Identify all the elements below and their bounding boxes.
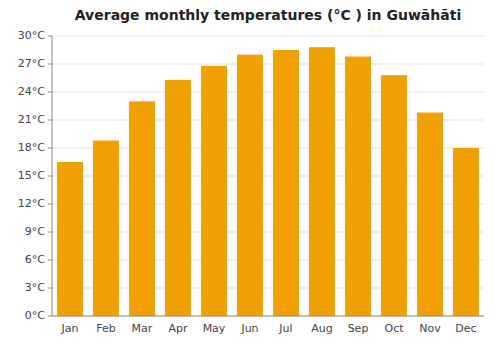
category-label: Feb <box>96 322 115 335</box>
x-axis-line <box>52 316 484 317</box>
category-label: Sep <box>348 322 369 335</box>
category-label: Jul <box>278 322 292 335</box>
bar <box>237 55 263 316</box>
grid <box>52 36 484 316</box>
category-label: Mar <box>132 322 153 335</box>
tick-mark <box>48 176 52 177</box>
category-label: Dec <box>455 322 476 335</box>
tick-mark <box>48 92 52 93</box>
bars <box>57 47 479 316</box>
grid-line <box>52 36 484 37</box>
bar <box>129 101 155 316</box>
bar <box>417 113 443 316</box>
tick-mark <box>48 232 52 233</box>
tick-label: 18°C <box>18 141 45 154</box>
tick-mark <box>48 288 52 289</box>
category-label: Jun <box>240 322 258 335</box>
tick-mark <box>48 148 52 149</box>
category-label: Apr <box>168 322 188 335</box>
tick-label: 3°C <box>25 281 45 294</box>
bar <box>93 141 119 316</box>
tick-mark <box>48 120 52 121</box>
y-axis: 0°C 3°C 6°C 9°C 12°C 15°C 18°C 21°C 24°C 27°C 30°C <box>18 29 52 322</box>
category-label: Aug <box>311 322 332 335</box>
tick-mark <box>48 64 52 65</box>
title: Average monthly temperatures (°C ) in Gu… <box>75 7 461 23</box>
tick-label: 21°C <box>18 113 45 126</box>
tick-mark <box>48 36 52 37</box>
tick-label: 9°C <box>25 225 45 238</box>
x-axis: Jan Feb Mar Apr May Jun Jul Aug Sep Oct Nov Dec <box>61 322 477 335</box>
tick-label: 30°C <box>18 29 45 42</box>
tick-mark <box>48 316 52 317</box>
bar <box>273 50 299 316</box>
bar <box>165 80 191 316</box>
category-label: Oct <box>384 322 404 335</box>
bar <box>309 47 335 316</box>
grid-line <box>52 316 484 317</box>
tick-mark <box>48 260 52 261</box>
tick-mark <box>48 204 52 205</box>
category-label: May <box>203 322 226 335</box>
tick-label: 24°C <box>18 85 45 98</box>
grid-line <box>52 64 484 65</box>
grid-line <box>52 92 484 93</box>
chart: 0°C 3°C 6°C 9°C 12°C 15°C 18°C 21°C 24°C 27°C 30°C… <box>0 0 500 350</box>
tick-label: 15°C <box>18 169 45 182</box>
tick-label: 0°C <box>25 309 45 322</box>
y-axis-line <box>52 36 53 316</box>
bar <box>381 75 407 316</box>
tick-label: 12°C <box>18 197 45 210</box>
bar <box>453 148 479 316</box>
chart-container: 0°C 3°C 6°C 9°C 12°C 15°C 18°C 21°C 24°C 27°C 30°C… <box>0 0 500 350</box>
category-label: Nov <box>419 322 441 335</box>
bar <box>57 162 83 316</box>
category-label: Jan <box>61 322 79 335</box>
tick-label: 6°C <box>25 253 45 266</box>
bar <box>345 57 371 316</box>
tick-label: 27°C <box>18 57 45 70</box>
bar <box>201 66 227 316</box>
